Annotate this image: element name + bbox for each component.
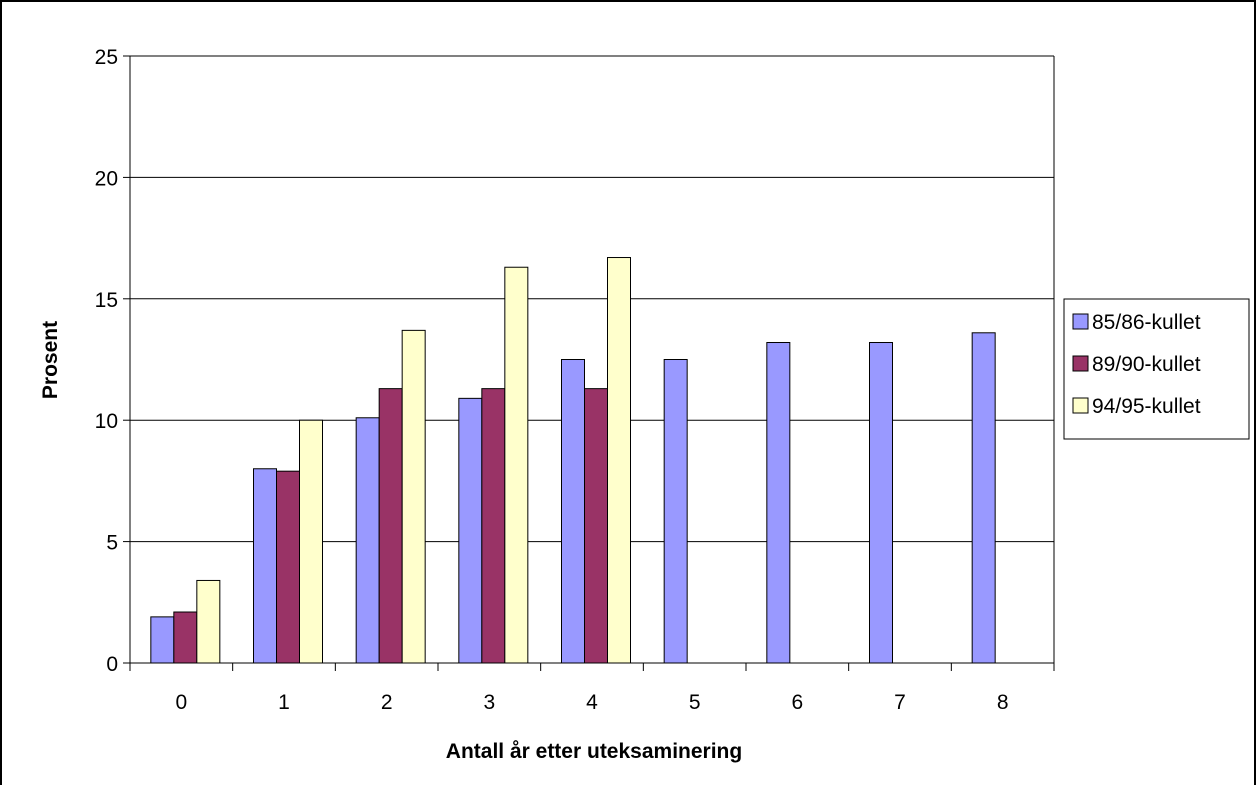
bar [869, 342, 893, 664]
bars [150, 257, 996, 664]
bar [401, 329, 426, 664]
bar [663, 359, 688, 664]
bar [766, 342, 791, 664]
bar [173, 611, 198, 664]
bar [355, 417, 380, 664]
bar [378, 388, 403, 664]
y-axis-title: Prosent [39, 321, 62, 399]
axes [123, 55, 1055, 671]
bar [481, 388, 506, 664]
y-tick-label: 20 [95, 167, 118, 190]
bar [299, 419, 323, 664]
y-tick-label: 5 [106, 532, 118, 555]
x-tick-label: 4 [586, 691, 598, 714]
y-tick-label: 10 [95, 410, 118, 433]
legend-label: 89/90-kullet [1092, 353, 1201, 376]
legend-items: 85/86-kullet 89/90-kullet 94/95-kullet [1072, 311, 1201, 418]
bar [458, 397, 483, 664]
bar [504, 266, 529, 664]
legend: 85/86-kullet 89/90-kullet 94/95-kullet [1063, 298, 1250, 440]
bar [971, 332, 996, 664]
y-tick-label: 15 [95, 289, 118, 312]
bar [196, 579, 221, 664]
legend-swatch [1072, 355, 1089, 372]
x-tick-label: 8 [997, 691, 1009, 714]
x-tick-label: 2 [381, 691, 393, 714]
legend-swatch [1072, 313, 1089, 330]
x-tick-label: 3 [483, 691, 495, 714]
bar [607, 257, 631, 664]
x-tick-label: 6 [791, 691, 803, 714]
x-tick-label: 0 [175, 691, 187, 714]
y-tick-label: 25 [95, 46, 118, 69]
bar [584, 388, 608, 664]
x-tick-label: 1 [278, 691, 290, 714]
legend-label: 85/86-kullet [1092, 311, 1201, 334]
x-tick-labels: 0 1 2 3 4 5 6 7 8 [175, 691, 1008, 714]
bar [561, 359, 585, 664]
y-tick-labels: 0 5 10 15 20 25 [95, 46, 118, 676]
bar [253, 468, 277, 664]
legend-box [1063, 298, 1250, 440]
bar [276, 470, 300, 664]
x-tick-label: 5 [689, 691, 701, 714]
y-tick-label: 0 [106, 653, 118, 676]
x-axis-title: Antall år etter uteksaminering [446, 740, 742, 763]
x-tick-label: 7 [894, 691, 906, 714]
bar [150, 616, 175, 664]
legend-swatch [1072, 397, 1089, 414]
legend-label: 94/95-kullet [1092, 395, 1201, 418]
